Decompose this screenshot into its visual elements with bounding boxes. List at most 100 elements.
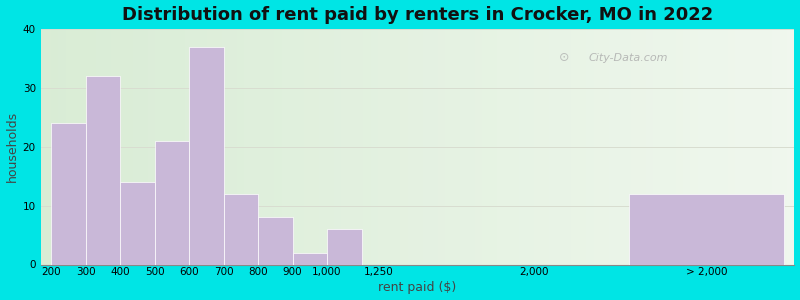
Bar: [51, 29, 58, 265]
Bar: [185, 29, 192, 265]
Bar: [542, 29, 549, 265]
Bar: [189, 47, 223, 265]
Bar: [293, 253, 327, 265]
Bar: [742, 29, 750, 265]
Bar: [393, 29, 401, 265]
Bar: [654, 29, 661, 265]
Bar: [453, 29, 460, 265]
Bar: [482, 29, 490, 265]
Bar: [638, 29, 646, 265]
Bar: [363, 29, 370, 265]
Bar: [126, 29, 133, 265]
Bar: [460, 29, 467, 265]
Bar: [408, 29, 415, 265]
Bar: [258, 218, 293, 265]
Bar: [758, 29, 765, 265]
Bar: [66, 29, 74, 265]
Bar: [750, 29, 758, 265]
Bar: [527, 29, 534, 265]
Bar: [490, 29, 497, 265]
Bar: [772, 29, 779, 265]
Bar: [698, 29, 706, 265]
Bar: [162, 29, 170, 265]
Bar: [720, 29, 727, 265]
Bar: [601, 29, 609, 265]
Bar: [505, 29, 512, 265]
Bar: [564, 29, 571, 265]
Bar: [623, 29, 631, 265]
Bar: [326, 29, 334, 265]
Bar: [58, 29, 66, 265]
Bar: [223, 194, 258, 265]
Bar: [727, 29, 735, 265]
Bar: [629, 194, 784, 265]
Bar: [266, 29, 274, 265]
Bar: [86, 76, 120, 265]
Bar: [497, 29, 505, 265]
Bar: [237, 29, 244, 265]
Bar: [594, 29, 601, 265]
Bar: [349, 29, 356, 265]
Bar: [675, 29, 683, 265]
Bar: [118, 29, 126, 265]
Bar: [430, 29, 438, 265]
Bar: [557, 29, 564, 265]
Bar: [765, 29, 772, 265]
Bar: [386, 29, 393, 265]
Bar: [534, 29, 542, 265]
Bar: [200, 29, 207, 265]
Bar: [96, 29, 103, 265]
Bar: [616, 29, 623, 265]
Bar: [110, 29, 118, 265]
Bar: [713, 29, 720, 265]
Bar: [438, 29, 445, 265]
Bar: [401, 29, 408, 265]
Bar: [148, 29, 155, 265]
Bar: [586, 29, 594, 265]
Bar: [178, 29, 185, 265]
Bar: [81, 29, 88, 265]
Bar: [370, 29, 378, 265]
Bar: [318, 29, 326, 265]
Bar: [683, 29, 690, 265]
Bar: [690, 29, 698, 265]
Text: City-Data.com: City-Data.com: [589, 52, 668, 62]
Bar: [244, 29, 252, 265]
Bar: [519, 29, 527, 265]
Bar: [661, 29, 668, 265]
Bar: [311, 29, 318, 265]
Bar: [170, 29, 178, 265]
Bar: [609, 29, 616, 265]
Bar: [259, 29, 266, 265]
Bar: [74, 29, 81, 265]
Bar: [282, 29, 289, 265]
Bar: [631, 29, 638, 265]
Bar: [356, 29, 363, 265]
Bar: [341, 29, 349, 265]
Title: Distribution of rent paid by renters in Crocker, MO in 2022: Distribution of rent paid by renters in …: [122, 6, 714, 24]
Bar: [334, 29, 341, 265]
Bar: [133, 29, 140, 265]
Bar: [304, 29, 311, 265]
Bar: [512, 29, 519, 265]
Text: ⊙: ⊙: [559, 51, 570, 64]
Bar: [668, 29, 675, 265]
Bar: [327, 229, 362, 265]
Bar: [445, 29, 453, 265]
Bar: [779, 29, 787, 265]
Bar: [207, 29, 214, 265]
Bar: [474, 29, 482, 265]
Bar: [103, 29, 110, 265]
Bar: [787, 29, 794, 265]
Bar: [378, 29, 386, 265]
Y-axis label: households: households: [6, 111, 18, 182]
Bar: [571, 29, 579, 265]
Bar: [120, 182, 154, 265]
Bar: [549, 29, 557, 265]
Bar: [51, 123, 86, 265]
Bar: [252, 29, 259, 265]
Bar: [415, 29, 422, 265]
Bar: [296, 29, 304, 265]
Bar: [274, 29, 282, 265]
Bar: [467, 29, 474, 265]
